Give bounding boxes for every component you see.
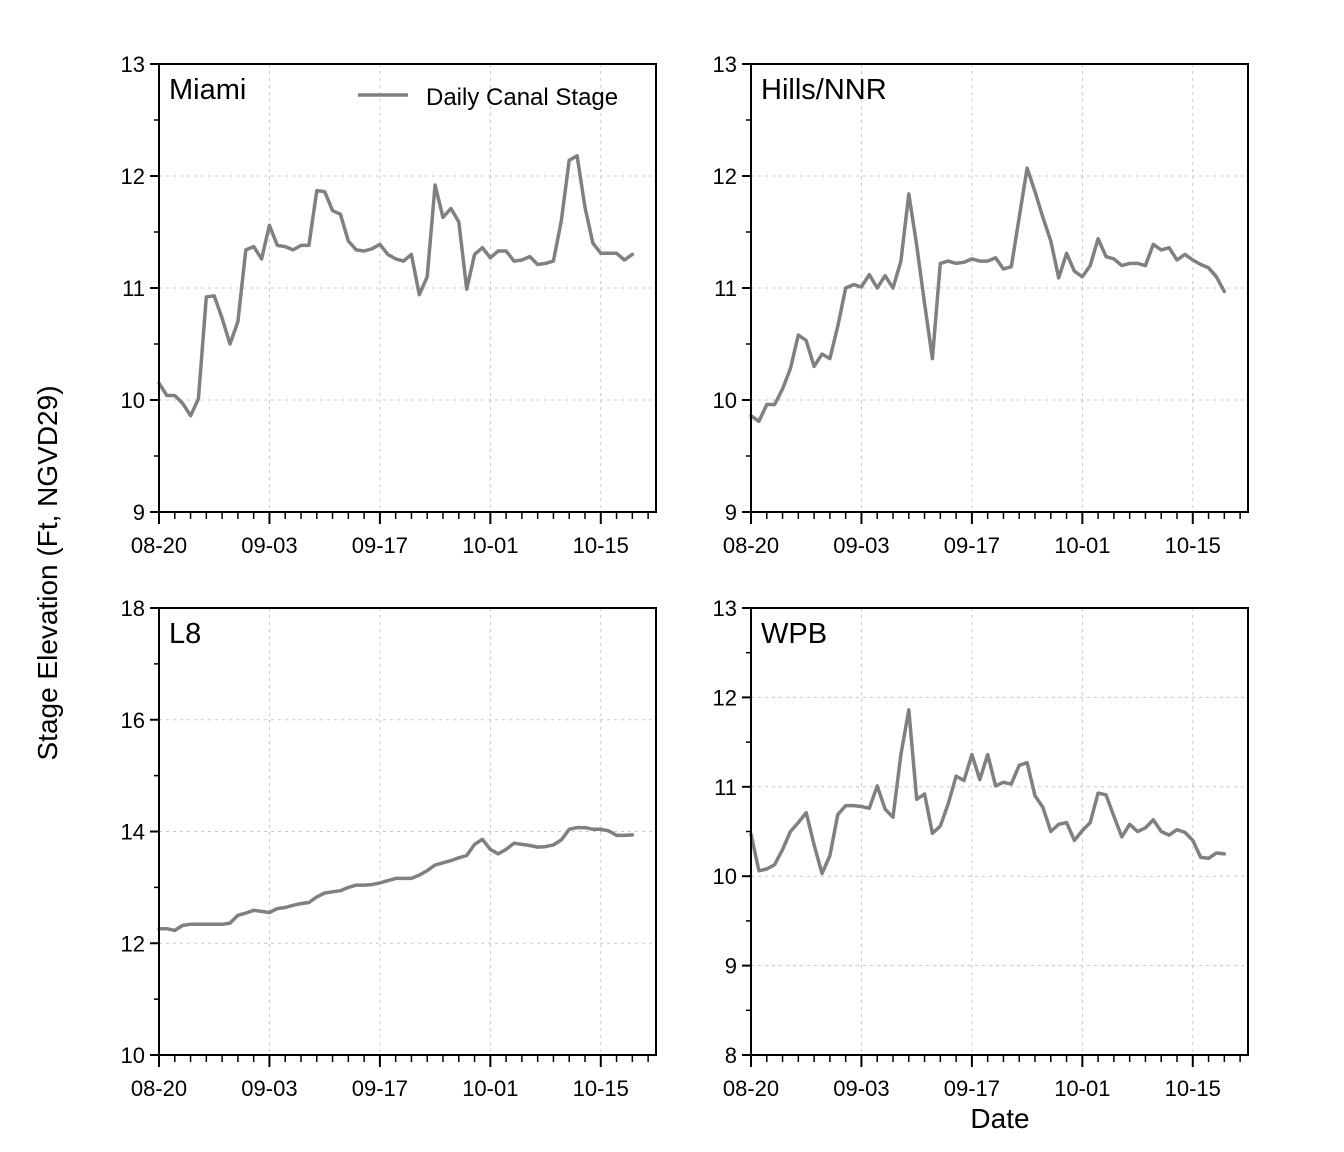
x-axis-title: Date [970, 1103, 1029, 1134]
wpb-y-tick-label: 8 [725, 1043, 737, 1068]
wpb-x-tick-label: 10-01 [1054, 1076, 1110, 1101]
wpb-series-line [749, 708, 1227, 876]
wpb-x-tick-label: 09-17 [944, 1076, 1000, 1101]
l8-y-tick-label: 18 [121, 596, 145, 621]
l8-y-tick-label: 10 [121, 1043, 145, 1068]
wpb-plot-frame [750, 607, 1249, 1056]
hills-nnr-y-tick-label: 11 [714, 276, 737, 301]
l8-x-tick-label: 10-15 [573, 1076, 629, 1101]
miami-x-tick-label: 08-20 [131, 533, 187, 558]
l8-y-tick-label: 14 [121, 820, 145, 845]
miami-series-line [157, 154, 635, 418]
wpb-y-tick-label: 10 [713, 864, 737, 889]
miami-x-tick-label: 09-03 [241, 533, 297, 558]
panel-miami: 9 10 11 12 13 08-20 09-03 09-17 10-01 10-15 Miami D… [121, 52, 657, 558]
wpb-x-tick-label: 09-03 [833, 1076, 889, 1101]
l8-x-tick-label: 09-03 [241, 1076, 297, 1101]
legend-label: Daily Canal Stage [426, 84, 618, 111]
miami-y-tick-label: 11 [122, 276, 145, 301]
hills-nnr-series-line [749, 166, 1227, 424]
miami-y-tick-label: 12 [121, 164, 145, 189]
l8-x-tick-label: 10-01 [462, 1076, 518, 1101]
l8-plot-frame [158, 607, 657, 1056]
wpb-x-tick-label: 10-15 [1165, 1076, 1221, 1101]
panel-l8: 10 12 14 16 18 08-20 09-03 09-17 10-01 10-15 L8 [121, 596, 657, 1101]
panel-hills-nnr: 9 10 11 12 13 08-20 09-03 09-17 10-01 10-15 Hills/… [713, 52, 1249, 558]
miami-plot-frame [158, 63, 657, 513]
hills-nnr-y-tick-label: 13 [713, 52, 737, 77]
hills-nnr-y-tick-label: 10 [713, 388, 737, 413]
hills-nnr-x-tick-label: 09-03 [833, 533, 889, 558]
hills-nnr-x-tick-label: 10-15 [1165, 533, 1221, 558]
wpb-x-tick-label: 08-20 [723, 1076, 779, 1101]
l8-y-tick-label: 12 [121, 931, 145, 956]
miami-x-tick-label: 09-17 [352, 533, 408, 558]
hills-nnr-x-tick-label: 08-20 [723, 533, 779, 558]
miami-y-tick-label: 13 [121, 52, 145, 77]
l8-y-tick-label: 16 [121, 708, 145, 733]
wpb-y-tick-label: 9 [725, 954, 737, 979]
l8-x-tick-label: 09-17 [352, 1076, 408, 1101]
hills-nnr-y-tick-label: 12 [713, 164, 737, 189]
l8-series-line [157, 825, 635, 933]
miami-x-tick-label: 10-01 [462, 533, 518, 558]
l8-x-tick-label: 08-20 [131, 1076, 187, 1101]
miami-y-tick-label: 9 [133, 500, 145, 525]
l8-panel-label: L8 [169, 618, 201, 650]
wpb-y-tick-label: 13 [713, 596, 737, 621]
wpb-panel-label: WPB [761, 618, 827, 650]
wpb-y-tick-label: 12 [713, 685, 737, 710]
hills-nnr-plot-frame [750, 63, 1249, 513]
miami-x-tick-label: 10-15 [573, 533, 629, 558]
hills-nnr-panel-label: Hills/NNR [761, 74, 887, 106]
hills-nnr-x-tick-label: 10-01 [1054, 533, 1110, 558]
miami-y-tick-label: 10 [121, 388, 145, 413]
hills-nnr-y-tick-label: 9 [725, 500, 737, 525]
y-axis-title: Stage Elevation (Ft, NGVD29) [32, 385, 63, 760]
wpb-y-tick-label: 11 [714, 775, 737, 800]
hills-nnr-x-tick-label: 09-17 [944, 533, 1000, 558]
miami-panel-label: Miami [169, 74, 246, 106]
panel-wpb: 8 9 10 11 12 13 08-20 09-03 09-17 10-01 10-15 WPB [713, 596, 1249, 1101]
